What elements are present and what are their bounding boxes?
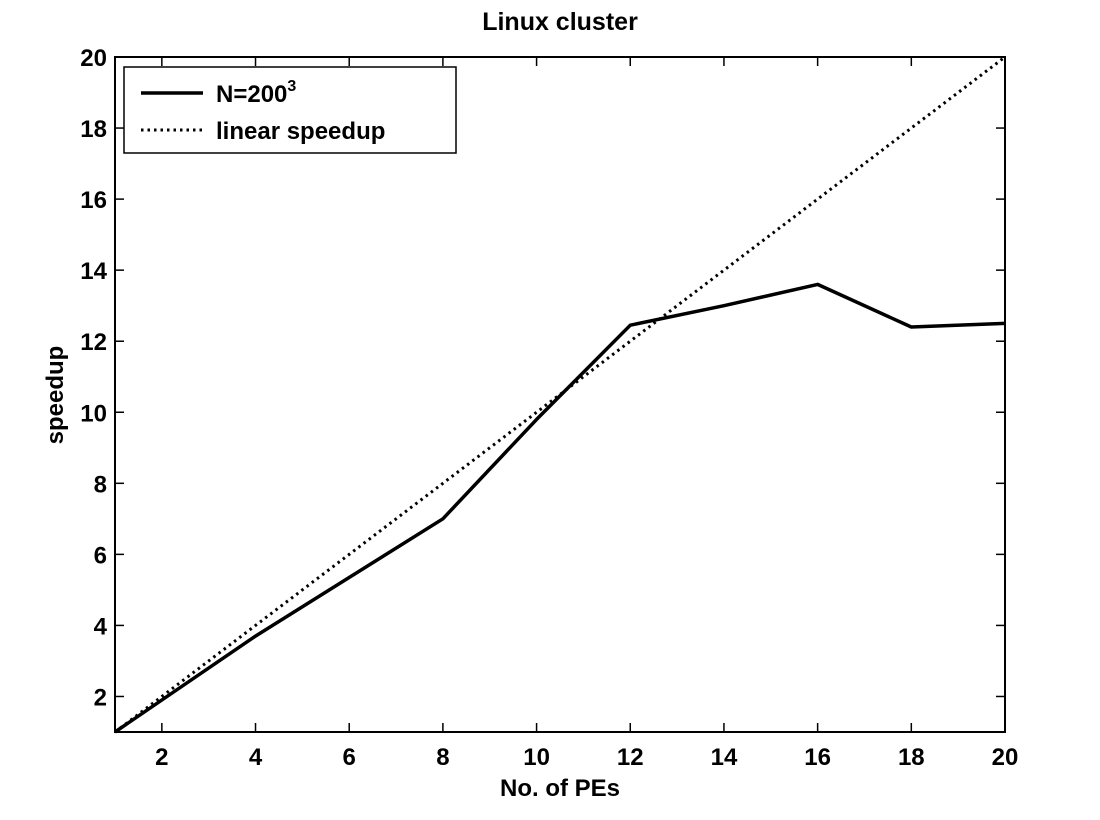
legend-entry-n200-label: N=200	[216, 81, 287, 108]
legend-entry-n200-superscript: 3	[287, 78, 296, 95]
x-tick-label: 10	[523, 744, 550, 771]
y-tick-label: 18	[80, 116, 107, 143]
y-tick-label: 4	[94, 613, 108, 640]
plot-frame	[114, 56, 1006, 733]
tick-layer	[115, 56, 1006, 732]
y-tick-label: 12	[80, 329, 107, 356]
x-tick-label: 16	[804, 744, 831, 771]
y-tick-label: 16	[80, 187, 107, 214]
x-tick-label: 18	[898, 744, 925, 771]
n200-series-line	[114, 282, 1006, 734]
chart-title: Linux cluster	[482, 8, 638, 36]
x-tick-label: 14	[711, 744, 738, 771]
legend: N=2003 linear speedup	[123, 66, 457, 154]
x-tick-label: 20	[992, 744, 1019, 771]
y-tick-label: 14	[80, 258, 107, 285]
legend-box	[123, 66, 457, 154]
x-tick-label: 12	[617, 744, 644, 771]
x-tick-label: 2	[155, 744, 168, 771]
y-tick-label: 6	[94, 542, 107, 569]
y-tick-label: 20	[80, 45, 107, 72]
x-tick-label: 8	[436, 744, 449, 771]
y-axis-label: speedup	[42, 346, 69, 445]
series-layer	[114, 55, 1006, 734]
y-tick-label: 10	[80, 400, 107, 427]
y-tick-label: 8	[94, 471, 107, 498]
y-tick-label: 2	[94, 684, 107, 711]
x-tick-label: 6	[343, 744, 356, 771]
plot-area	[114, 55, 1006, 734]
x-tick-label: 4	[249, 744, 263, 771]
legend-entry-linear-speedup: linear speedup	[216, 118, 385, 145]
x-axis-label: No. of PEs	[500, 775, 620, 802]
linear-speedup-line	[114, 55, 1006, 734]
x-tick-labels: 2 4 6 8 10 12 14 16 18 20	[155, 744, 1018, 771]
legend-entry-n200: N=2003	[216, 78, 296, 108]
y-tick-labels: 2 4 6 8 10 12 14 16 18 20	[80, 45, 107, 711]
